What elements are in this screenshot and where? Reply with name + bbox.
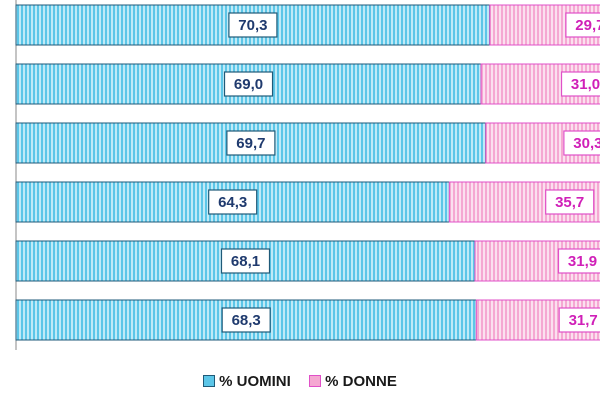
data-label-box-donne [557,248,600,274]
legend-label-donne: % DONNE [325,372,397,390]
data-label-box-donne [545,189,595,215]
data-label-box-donne [558,307,600,333]
data-label-donne: 35,7 [555,194,584,211]
data-label-donne: 29,7 [575,17,600,34]
data-label-box-uomini [208,189,258,215]
data-label-donne: 30,3 [573,135,600,152]
data-label-uomini: 64,3 [218,194,247,211]
data-label-box-uomini [226,130,276,156]
legend-swatch-donne [309,375,322,388]
data-label-box-donne [563,130,600,156]
data-label-uomini: 69,7 [236,135,265,152]
legend-swatch-uomini [203,375,216,388]
data-label-uomini: 70,3 [238,17,267,34]
data-label-box-donne [565,12,600,38]
data-label-uomini: 69,0 [234,76,263,93]
data-label-box-donne [560,71,600,97]
data-label-box-uomini [228,12,278,38]
data-label-box-uomini [220,248,271,274]
data-label-uomini: 68,1 [231,253,260,270]
legend: % UOMINI % DONNE [0,372,600,390]
stacked-bar-chart: 70,3 29,7 69,0 31,0 69,7 30,3 64,3 35,7 68,1 31,9… [15,0,600,350]
bar-donne [448,181,600,223]
data-label-uomini: 68,3 [232,312,261,329]
data-label-donne: 31,0 [571,76,600,93]
data-label-donne: 31,7 [569,312,598,329]
legend-label-uomini: % UOMINI [219,372,291,390]
data-label-box-uomini [221,307,271,333]
data-label-donne: 31,9 [568,253,597,270]
data-label-box-uomini [223,71,274,97]
